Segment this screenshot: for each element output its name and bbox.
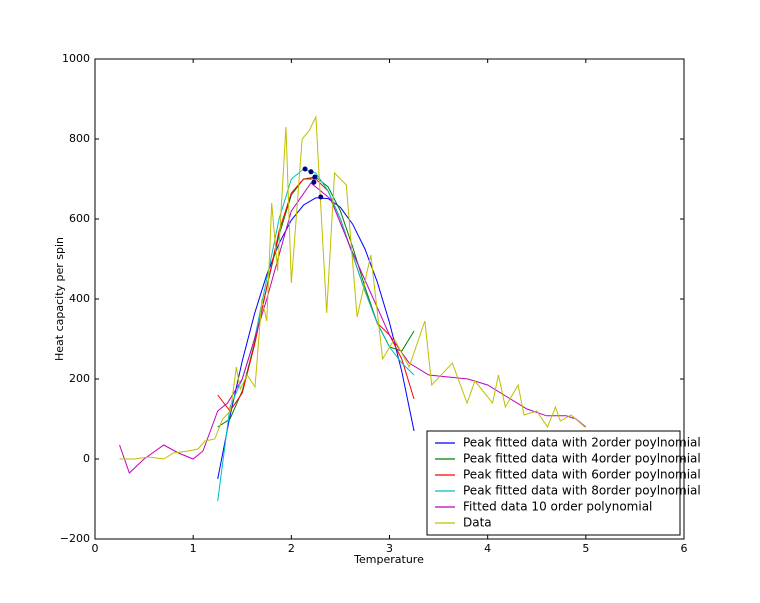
y-tick-label: 1000	[62, 52, 90, 65]
y-axis-label: Heat capacity per spin	[53, 237, 66, 361]
plot-frame	[94, 58, 685, 540]
series-line	[217, 197, 415, 480]
peak-marker	[302, 166, 308, 172]
y-tick-label: 0	[83, 452, 90, 465]
y-tick-label: −200	[60, 532, 90, 545]
x-tick-label: 5	[582, 542, 589, 555]
peak-marker	[318, 194, 324, 200]
y-tick-label: 800	[69, 132, 90, 145]
legend-label: Peak fitted data with 4order poylnomial	[463, 452, 701, 466]
peak-marker	[311, 179, 317, 185]
x-tick-label: 2	[288, 542, 295, 555]
y-tick-label: 600	[69, 212, 90, 225]
series-line	[119, 182, 587, 474]
legend-label: Peak fitted data with 2order poylnomial	[463, 436, 701, 450]
x-tick-label: 6	[681, 542, 688, 555]
peak-marker	[308, 169, 314, 175]
legend-label: Fitted data 10 order polynomial	[463, 500, 652, 514]
x-tick-label: 3	[386, 542, 393, 555]
x-tick-label: 0	[92, 542, 99, 555]
series-line	[119, 115, 586, 460]
x-tick-label: 4	[484, 542, 491, 555]
legend: Peak fitted data with 2order poylnomial P…	[426, 430, 701, 536]
legend-box	[426, 430, 681, 536]
x-axis-label: Temperature	[353, 553, 424, 566]
y-tick-label: 200	[69, 372, 90, 385]
legend-label: Peak fitted data with 8order poylnomial	[463, 484, 701, 498]
x-tick-label: 1	[190, 542, 197, 555]
peak-marker	[312, 174, 318, 180]
legend-label: Peak fitted data with 6order poylnomial	[463, 468, 701, 482]
y-tick-label: 400	[69, 292, 90, 305]
legend-label: Data	[463, 516, 492, 530]
